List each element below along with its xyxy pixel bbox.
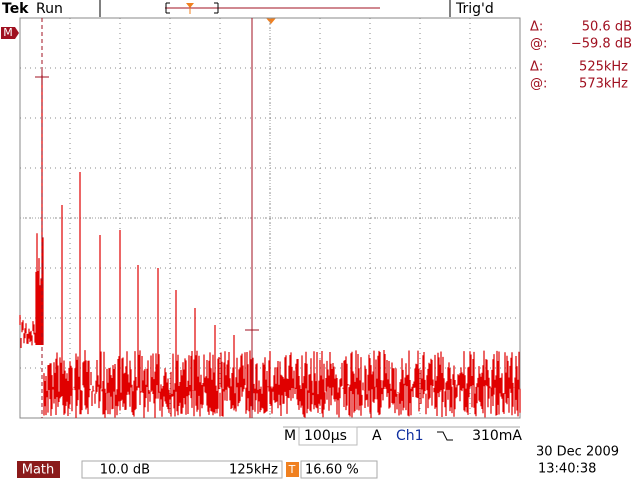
cursor-cross — [35, 70, 49, 84]
trigger-pos: 16.60 % — [305, 463, 359, 478]
readout-symbol: @: — [530, 37, 547, 52]
readout-value: 50.6 dB — [582, 20, 632, 35]
math-badge — [17, 461, 60, 478]
run-status: Run — [36, 1, 63, 17]
math-box — [81, 460, 283, 479]
cursor-cross — [245, 323, 259, 337]
math-label: Math — [22, 463, 55, 478]
marker-label: M — [3, 26, 13, 39]
trigger-label: A — [372, 428, 382, 444]
date: 30 Dec 2009 — [536, 445, 619, 460]
math-freq: 125kHz — [229, 463, 278, 478]
record-view — [165, 2, 380, 14]
readout-symbol: Δ: — [530, 60, 543, 75]
spectrum-trace — [19, 75, 521, 418]
readout-symbol: Δ: — [530, 20, 543, 35]
trigger-source: Ch1 — [396, 428, 424, 444]
timebase: 100µs — [304, 428, 347, 444]
trace-path — [19, 75, 521, 418]
trigger-pos-icon — [286, 462, 299, 477]
math-scale: 10.0 dB — [100, 463, 150, 478]
readout-symbol: @: — [530, 77, 547, 92]
timebase-label: M — [284, 428, 296, 444]
readout-value: −59.8 dB — [571, 37, 632, 52]
timebase-box — [298, 426, 358, 446]
trigger-marker — [266, 18, 276, 24]
readout-value: 525kHz — [579, 60, 628, 75]
trigger-pos-box — [300, 460, 378, 479]
trigger-status: Trig'd — [455, 1, 494, 17]
trigger-level: 310mA — [472, 428, 522, 444]
trigger-slope — [437, 431, 453, 441]
readout-value: 573kHz — [579, 77, 628, 92]
trigger-pos-icon-label: T — [288, 463, 296, 476]
math-marker: M — [1, 26, 19, 39]
brand: Tek — [2, 1, 29, 17]
time: 13:40:38 — [538, 462, 596, 477]
